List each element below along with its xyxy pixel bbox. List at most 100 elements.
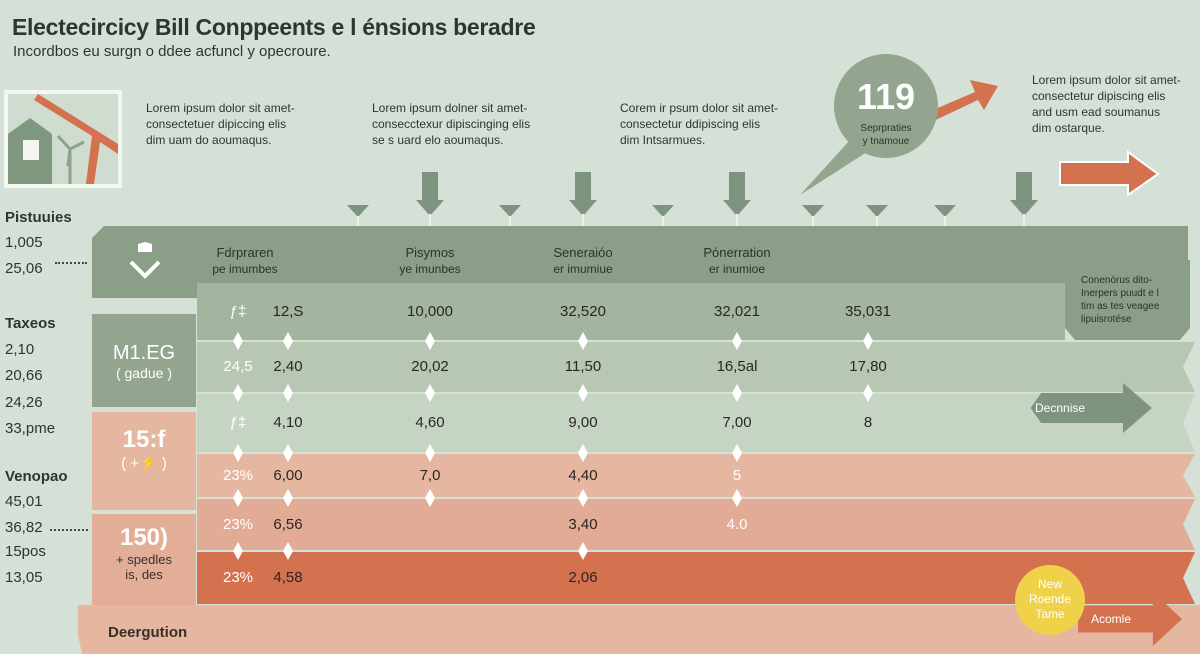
page-title: Electecircicy Bill Conppeents e l énsion… (12, 14, 536, 40)
left-value: 2,10 (5, 341, 35, 358)
row-divider-diamond (425, 444, 435, 462)
page-subtitle: Incordbos eu surgn o ddee acfuncl y opec… (13, 43, 331, 60)
table-cell: 12,S (272, 302, 304, 320)
marker-triangle-icon (499, 205, 521, 217)
category-box-2: 15:f( +⚡ ) (92, 412, 196, 510)
table-cell: 3,40 (568, 515, 598, 533)
table-cell: 10,000 (407, 302, 453, 320)
leader-line (55, 262, 87, 264)
column-subtitle: er imumiue (553, 262, 613, 276)
column-subtitle: pe imumbes (212, 262, 278, 276)
down-arrow-icon (575, 172, 591, 202)
down-arrow-head (723, 200, 751, 216)
table-cell: 23% (222, 466, 254, 484)
row-divider-diamond (425, 384, 435, 402)
table-cell: 8 (863, 414, 873, 431)
marker-triangle-icon (802, 205, 824, 217)
row-divider-diamond (863, 332, 873, 350)
row-divider-diamond (233, 489, 243, 507)
row-divider-diamond (732, 332, 742, 350)
column-subtitle: ye imunbes (399, 262, 461, 276)
row-divider-diamond (578, 332, 588, 350)
table-row: ƒ‡ 12,S 10,000 32,520 32,021 35,031 (197, 283, 1065, 340)
marker-line (1023, 214, 1025, 236)
down-arrow-icon (422, 172, 438, 202)
new-rate-badge: New Roende Tame (1015, 565, 1085, 635)
left-value: 36,82 (5, 519, 43, 536)
down-arrow-head (1010, 200, 1038, 216)
table-cell: 4,40 (568, 466, 598, 484)
row-divider-diamond (732, 489, 742, 507)
table-cell: 4.0 (726, 515, 748, 533)
row-divider-diamond (578, 489, 588, 507)
marker-triangle-icon (652, 205, 674, 217)
table-cell: 7,0 (419, 466, 441, 484)
table-cell: ƒ‡ (229, 302, 247, 320)
column-title: Pónerration (703, 245, 771, 260)
marker-line (429, 214, 431, 236)
down-arrow-head (416, 200, 444, 216)
left-heading-1: Pistuuies (5, 209, 72, 226)
table-cell: ƒ‡ (229, 414, 247, 431)
right-arrow-icon (1059, 150, 1160, 197)
house-energy-icon (4, 90, 122, 188)
column-header: Seneraióo er imumiue (518, 245, 648, 277)
row-divider-diamond (732, 384, 742, 402)
table-cell: 23% (222, 515, 254, 533)
table-cell: 23% (222, 569, 254, 586)
row-divider-diamond (425, 332, 435, 350)
row-divider-diamond (863, 384, 873, 402)
info-text-1: Lorem ipsum dolor sit amet-consectetuer … (146, 101, 295, 147)
table-row: 23% 6,56 3,40 4.0 (197, 499, 1195, 550)
table-cell: 35,031 (845, 302, 891, 320)
marker-line (736, 214, 738, 236)
table-cell: 20,02 (411, 358, 449, 375)
down-arrow-icon (1016, 172, 1032, 202)
column-title: Pisymos (405, 245, 455, 260)
table-cell: 4,58 (273, 569, 303, 586)
note-box: Conenórus dito- Inerpers puudt e l tim as … (1065, 260, 1190, 340)
stat-sublabel: y tnamoue (862, 136, 910, 147)
info-text-4: Lorem ipsum dolor sit amet-consectetur d… (1032, 73, 1181, 135)
table-row: 23% 6,00 7,0 4,40 5 (197, 454, 1195, 497)
table-cell: 32,021 (714, 302, 760, 320)
table-cell: 2,40 (273, 358, 303, 375)
left-heading-2: Taxeos (5, 315, 56, 332)
marker-triangle-icon (347, 205, 369, 217)
stat-label: Seprpraties (860, 123, 912, 134)
column-header: Pónerration er inumioe (672, 245, 802, 277)
column-subtitle: er inumioe (708, 262, 766, 276)
row-divider-diamond (233, 542, 243, 560)
marker-triangle-icon (934, 205, 956, 217)
row-divider-diamond (283, 542, 293, 560)
table-cell: 6,00 (273, 466, 303, 484)
table-cell: 11,50 (564, 358, 602, 375)
footer-label: Deergution (108, 624, 188, 641)
row-divider-diamond (283, 332, 293, 350)
left-value: 45,01 (5, 493, 43, 510)
left-value: 25,06 (5, 260, 43, 277)
table-cell: 2,06 (568, 569, 598, 586)
table-cell: 4,10 (273, 414, 303, 431)
left-heading-3: Venopao (5, 468, 68, 485)
footer-band (78, 605, 1200, 654)
table-cell: 16,5al (716, 358, 758, 375)
column-header: Pisymos ye imunbes (365, 245, 495, 277)
row-divider-diamond (233, 444, 243, 462)
left-value: 1,005 (5, 234, 43, 251)
chevron-down-icon[interactable] (128, 242, 162, 282)
table-cell: 17,80 (849, 358, 887, 375)
left-value: 33,pme (5, 420, 56, 437)
table-row: 24,5 2,40 20,02 11,50 16,5al 17,80 (197, 342, 1195, 392)
bubble-tail (800, 140, 870, 195)
row-divider-diamond (732, 444, 742, 462)
stat-bubble: 119 Seprpraties y tnamoue (834, 54, 938, 158)
table-cell: 9,00 (568, 414, 598, 431)
row-divider-diamond (283, 384, 293, 402)
left-value: 20,66 (5, 367, 43, 384)
table-cell: 6,56 (273, 515, 303, 533)
down-arrow-head (569, 200, 597, 216)
info-text-2: Lorem ipsum dolner sit amet-consecctexur… (372, 101, 531, 147)
table-cell: 32,520 (560, 302, 606, 320)
marker-triangle-icon (866, 205, 888, 217)
